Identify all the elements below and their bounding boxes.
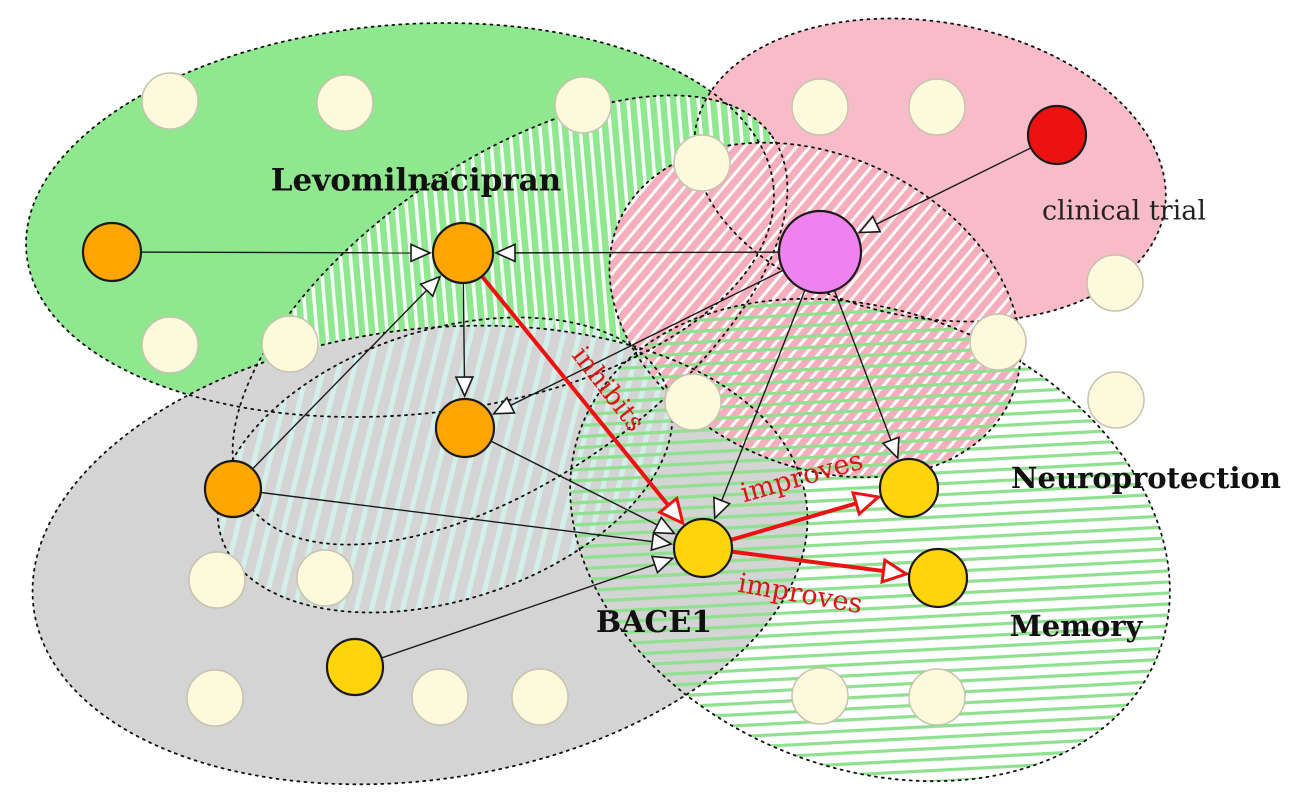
node-pale-19	[908, 668, 966, 726]
edge-drug-far-left-to-levomilnacipran	[232, 275, 442, 490]
region-border-cluster-hatch-green-br	[569, 297, 1171, 783]
region-border-cluster-solid-gray	[31, 324, 809, 786]
label-memory-label: Memory	[1010, 609, 1144, 643]
node-hub	[777, 209, 863, 295]
edge-target-mid-to-bace1	[464, 427, 677, 535]
node-pale-5	[791, 78, 849, 136]
edge-line	[232, 285, 432, 490]
node-pale-10	[141, 316, 199, 374]
arrowhead-icon	[857, 215, 882, 234]
node-pale-18	[791, 667, 849, 725]
arrowhead-icon	[712, 496, 732, 521]
region-border-cluster-levomilnacipran-solid-green	[25, 22, 775, 418]
edge-hub-to-target-mid	[491, 251, 821, 415]
region-cluster-hatch-cyan	[217, 317, 673, 613]
node-memory-node	[907, 547, 969, 609]
edge-line	[461, 251, 675, 512]
edge-hub-to-bace1	[712, 251, 821, 521]
arrowhead-icon	[851, 490, 882, 517]
region-cluster-hatch-green-br	[570, 298, 1170, 782]
node-drug-far-left	[203, 459, 263, 519]
arrowhead-icon	[419, 275, 442, 298]
node-pale-15	[186, 669, 244, 727]
arrowhead-icon	[410, 243, 432, 263]
node-drug-left	[81, 221, 143, 283]
node-pale-13	[188, 551, 246, 609]
region-border-cluster-clinical-trial-solid-pink	[693, 17, 1167, 323]
node-pale-6	[908, 78, 966, 136]
node-pale-1	[141, 72, 199, 130]
arrowhead-icon	[881, 436, 900, 460]
node-pale-7	[1086, 254, 1144, 312]
edge-line	[871, 134, 1058, 228]
node-pale-8	[969, 313, 1027, 371]
node-pale-12	[664, 373, 722, 431]
node-pale-14	[296, 549, 354, 607]
node-pale-16	[411, 668, 469, 726]
node-target-mid	[434, 397, 496, 459]
arrowhead-icon	[454, 376, 475, 398]
node-pale-2	[316, 74, 374, 132]
node-bace1	[672, 517, 734, 579]
arrowhead-icon	[880, 557, 910, 585]
node-pale-11	[261, 315, 319, 373]
node-pale-4	[673, 134, 731, 192]
arrowhead-icon	[491, 396, 516, 415]
edge-levomilnacipran-to-bace1	[461, 251, 685, 526]
edge-line	[232, 488, 659, 544]
arrowhead-icon	[656, 495, 685, 526]
arrowhead-icon	[652, 515, 677, 535]
node-pale-3	[554, 76, 612, 134]
label-bace1-label: BACE1	[596, 605, 712, 640]
nodes	[81, 72, 1145, 727]
edge-line	[719, 251, 821, 507]
label-levomilnacipran-label: Levomilnacipran	[271, 163, 561, 199]
node-levomilnacipran	[431, 221, 495, 285]
node-pale-17	[511, 668, 569, 726]
edge-line	[702, 546, 891, 574]
arrowhead-icon	[494, 243, 516, 263]
node-compound-bottom	[325, 637, 385, 697]
edge-hub-to-levomilnacipran	[494, 243, 821, 263]
edge-drug-far-left-to-bace1	[232, 488, 674, 552]
edge-line	[509, 251, 821, 254]
edge-line	[464, 427, 663, 529]
edge-compound-bottom-to-bace1	[354, 555, 675, 668]
edge-line	[505, 251, 821, 409]
node-pale-9	[1087, 371, 1145, 429]
edge-clinical-trial-node-to-hub	[857, 134, 1058, 234]
node-clinical-trial-node	[1026, 104, 1088, 166]
edge-line	[111, 251, 417, 254]
node-neuroprotection-node	[878, 457, 940, 519]
edge-drug-left-to-levomilnacipran	[111, 243, 432, 263]
arrowhead-icon	[650, 555, 675, 574]
edge-bace1-to-memory-node	[702, 546, 910, 585]
edge-line	[354, 561, 661, 668]
arrowhead-icon	[650, 531, 674, 552]
label-clinical-trial-label: clinical trial	[1042, 196, 1206, 227]
label-neuroprotection-label: Neuroprotection	[1011, 461, 1281, 495]
region-border-cluster-hatch-pink	[608, 141, 1022, 479]
